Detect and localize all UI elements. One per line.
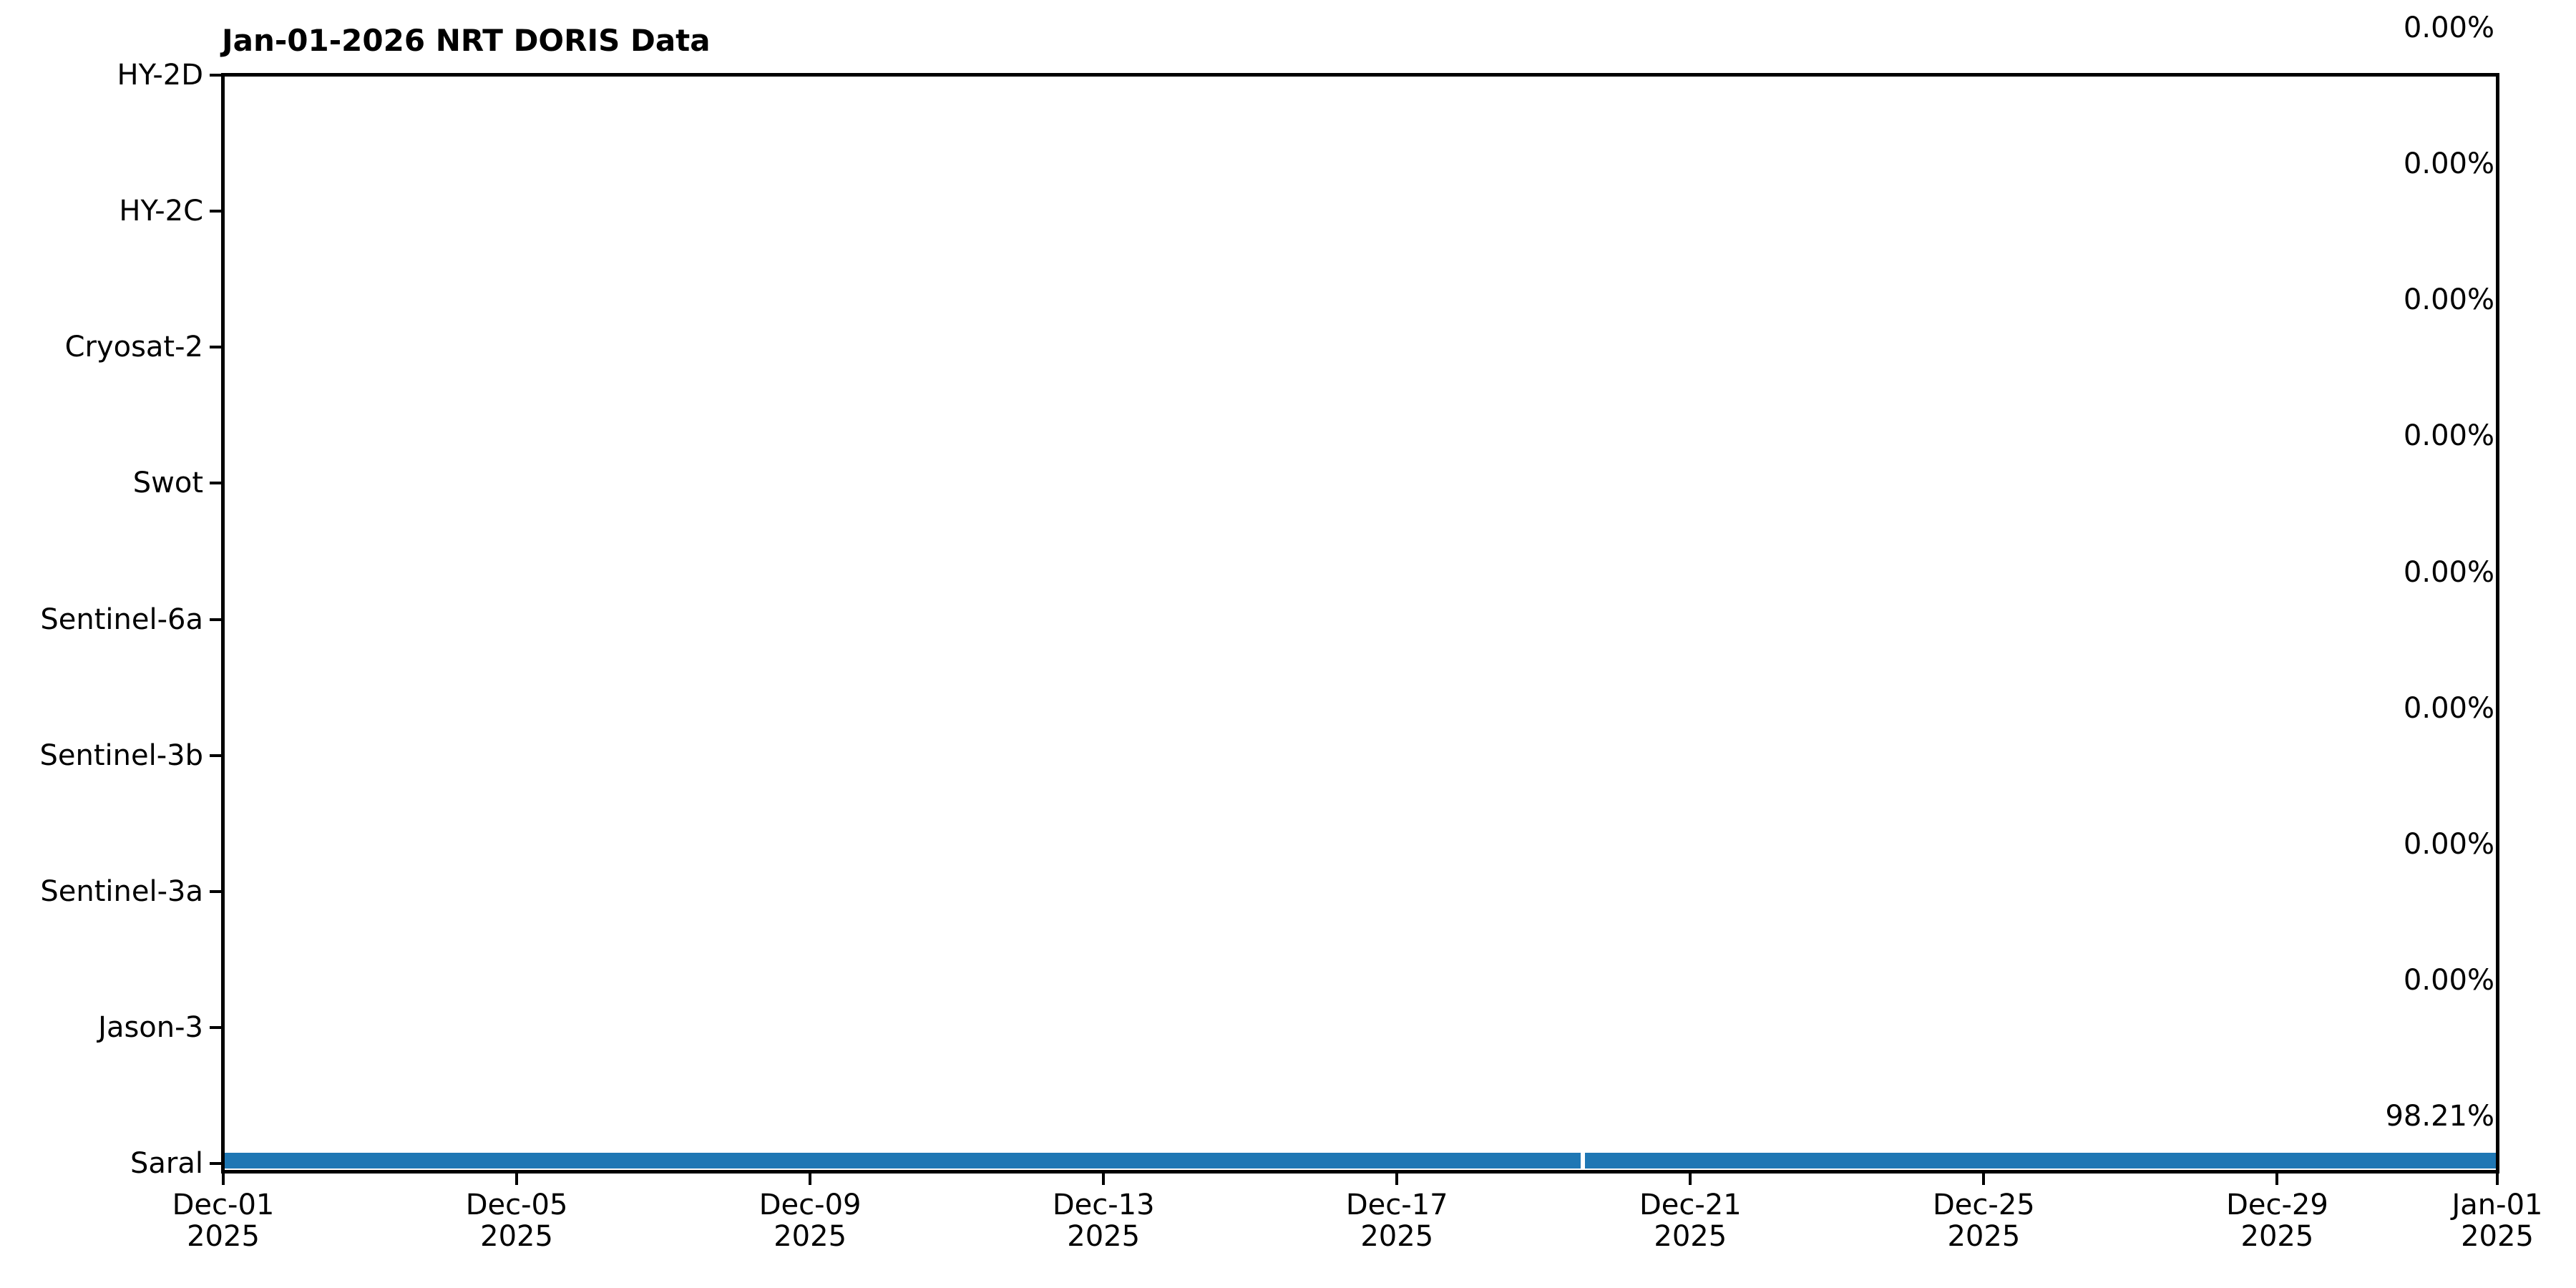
x-axis-tick <box>1982 1174 1986 1185</box>
percent-label: 0.00% <box>2403 827 2494 861</box>
x-axis-tick <box>1395 1174 1399 1185</box>
y-axis-tick <box>210 210 221 213</box>
percent-label: 0.00% <box>2403 963 2494 997</box>
chart-title: Jan-01-2026 NRT DORIS Data <box>222 23 711 58</box>
x-axis-label: Dec-01 2025 <box>172 1189 275 1253</box>
x-axis-label: Dec-05 2025 <box>465 1189 568 1253</box>
y-axis-label: HY-2D <box>117 59 203 92</box>
y-axis-label: Sentinel-3b <box>39 738 204 772</box>
y-axis-tick <box>210 618 221 621</box>
x-axis-label: Dec-09 2025 <box>758 1189 862 1253</box>
percent-label: 0.00% <box>2403 691 2494 725</box>
x-axis-label: Dec-25 2025 <box>1933 1189 2035 1253</box>
y-axis-label: HY-2C <box>119 195 203 228</box>
y-axis-label: Saral <box>130 1147 203 1180</box>
x-axis-label: Dec-21 2025 <box>1639 1189 1742 1253</box>
x-axis-tick <box>2275 1174 2279 1185</box>
y-axis-tick <box>210 1025 221 1029</box>
percent-label: 0.00% <box>2403 11 2494 44</box>
x-axis-tick <box>2496 1174 2499 1185</box>
y-axis-tick <box>210 753 221 757</box>
x-axis-label: Dec-17 2025 <box>1345 1189 1448 1253</box>
y-axis-tick <box>210 889 221 893</box>
x-axis-tick <box>515 1174 519 1185</box>
percent-label: 0.00% <box>2403 283 2494 317</box>
y-axis-tick <box>210 74 221 77</box>
y-axis-tick <box>210 346 221 349</box>
y-axis-label: Cryosat-2 <box>64 331 203 364</box>
y-axis-label: Sentinel-3a <box>40 874 203 908</box>
y-axis-label: Swot <box>132 467 203 500</box>
x-axis-tick <box>809 1174 812 1185</box>
percent-label: 0.00% <box>2403 555 2494 589</box>
y-axis-label: Sentinel-6a <box>40 602 203 636</box>
percent-label: 0.00% <box>2403 419 2494 453</box>
plot-area <box>221 73 2499 1174</box>
y-axis-label: Jason-3 <box>98 1010 203 1044</box>
percent-label: 0.00% <box>2403 147 2494 181</box>
y-axis-tick <box>210 1162 221 1165</box>
availability-bar-segment <box>223 1153 1581 1169</box>
x-axis-label: Jan-01 2025 <box>2451 1189 2543 1253</box>
availability-bar-segment <box>1585 1153 2497 1169</box>
y-axis-tick <box>210 482 221 485</box>
x-axis-tick <box>222 1174 225 1185</box>
percent-label: 98.21% <box>2385 1100 2494 1133</box>
x-axis-tick <box>1102 1174 1106 1185</box>
x-axis-tick <box>1689 1174 1692 1185</box>
x-axis-label: Dec-29 2025 <box>2226 1189 2328 1253</box>
x-axis-label: Dec-13 2025 <box>1052 1189 1155 1253</box>
